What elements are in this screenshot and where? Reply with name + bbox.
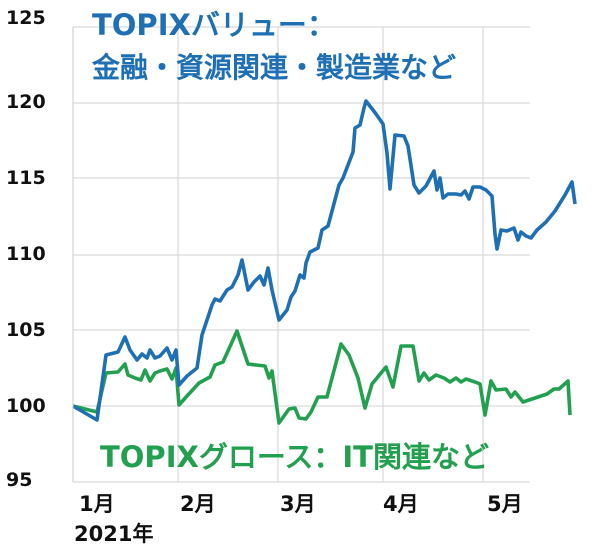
value-series-sublabel: 金融・資源関連・製造業など (92, 51, 457, 84)
year-label: 2021年 (74, 522, 154, 546)
grid (72, 26, 530, 483)
xtick-apr: 4月 (383, 492, 419, 516)
value-series-label: TOPIXバリュー： (92, 8, 336, 42)
ytick-115: 115 (6, 167, 46, 189)
ytick-110: 110 (6, 243, 46, 265)
ytick-95: 95 (6, 469, 33, 491)
xtick-may: 5月 (487, 492, 523, 516)
series-value-line (72, 99, 577, 422)
xtick-mar: 3月 (280, 492, 316, 516)
ytick-120: 120 (6, 91, 46, 113)
ytick-125: 125 (6, 7, 46, 29)
xtick-jan: 1月 (79, 492, 115, 516)
series-growth-line (72, 329, 572, 425)
ytick-105: 105 (6, 319, 46, 341)
growth-series-label: TOPIXグロース：IT関連など (100, 440, 489, 474)
ytick-100: 100 (6, 395, 46, 417)
xtick-feb: 2月 (180, 492, 216, 516)
